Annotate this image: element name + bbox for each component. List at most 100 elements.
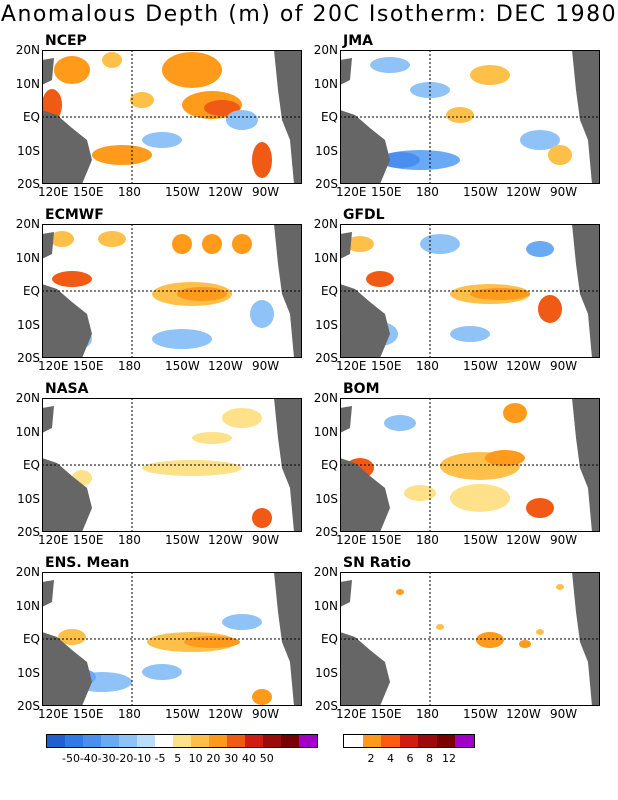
- panel-title-ncep: NCEP: [45, 33, 87, 49]
- anomaly-region: [536, 629, 544, 635]
- anomaly-region: [177, 287, 227, 301]
- australasia-landmass: [42, 632, 92, 706]
- australasia-landmass: [340, 458, 390, 532]
- anomaly-region: [202, 234, 222, 254]
- legend-tick: 40: [242, 752, 256, 765]
- color-swatch: [209, 735, 227, 747]
- legend-tick: 50: [259, 752, 274, 765]
- map-ens-mean: [42, 572, 302, 706]
- anomaly-region: [222, 408, 262, 428]
- anomaly-region: [142, 664, 182, 680]
- anomaly-region: [436, 624, 444, 630]
- legend-tick: -30: [97, 752, 116, 765]
- legend-tick: 5: [174, 752, 182, 765]
- lon-180: 180: [118, 359, 141, 373]
- map-frame: [340, 224, 600, 358]
- color-swatch: [245, 735, 263, 747]
- lat-eq: EQ: [320, 110, 338, 124]
- anomaly-region: [102, 52, 122, 68]
- panel-nasa: [42, 398, 302, 532]
- panel-title-bom: BOM: [343, 381, 380, 397]
- lat-20s: 20S: [315, 177, 338, 191]
- map-frame: [42, 224, 302, 358]
- lon-120e: 120E: [336, 185, 367, 199]
- color-swatch: [263, 735, 281, 747]
- lat-20s: 20S: [315, 699, 338, 713]
- lat-10s: 10S: [315, 317, 338, 332]
- color-swatch: [83, 735, 101, 747]
- anomaly-region: [519, 640, 531, 648]
- color-swatch: [399, 735, 419, 747]
- anomaly-region: [252, 142, 272, 178]
- lat-10n: 10N: [313, 598, 338, 613]
- panel-jma: [340, 50, 600, 184]
- australasia-landmass: [42, 458, 92, 532]
- lat-10n: 10N: [15, 598, 40, 613]
- lon-90w: 90W: [252, 185, 280, 199]
- panel-title-jma: JMA: [343, 33, 373, 49]
- lat-20n: 20N: [15, 565, 40, 579]
- asia-landmass: [42, 232, 54, 259]
- anomaly-region: [232, 234, 252, 254]
- lat-eq: EQ: [22, 284, 40, 298]
- figure-title: Anomalous Depth (m) of 20C Isotherm: DEC…: [0, 2, 618, 27]
- panel-title-ens-mean: ENS. Mean: [45, 555, 130, 571]
- color-swatch: [137, 735, 155, 747]
- map-ecmwf: [42, 224, 302, 358]
- lon-180: 180: [118, 707, 141, 721]
- lat-20s: 20S: [17, 177, 40, 191]
- lon-120w: 120W: [506, 707, 541, 721]
- anomaly-region: [142, 460, 242, 476]
- anomaly-region: [204, 100, 240, 116]
- color-swatch: [173, 735, 191, 747]
- legend-tick: -10: [133, 752, 152, 765]
- lat-20n: 20N: [313, 217, 338, 231]
- lat-eq: EQ: [22, 458, 40, 472]
- lat-eq: EQ: [320, 458, 338, 472]
- lat-20s: 20S: [17, 351, 40, 365]
- lat-10s: 10S: [17, 665, 40, 680]
- australasia-landmass: [340, 284, 390, 358]
- legend-tick: 6: [406, 752, 414, 765]
- anomaly-region: [450, 484, 510, 512]
- anomaly-region: [476, 632, 504, 648]
- anomaly-region: [384, 415, 416, 431]
- lon-150e: 150E: [371, 359, 402, 373]
- color-swatch: [362, 735, 382, 747]
- lat-10n: 10N: [15, 424, 40, 439]
- legend-tick: -40: [79, 752, 98, 765]
- map-sn-ratio: [340, 572, 600, 706]
- lat-eq: EQ: [22, 110, 40, 124]
- anomaly-region: [380, 152, 420, 168]
- lat-eq: EQ: [320, 632, 338, 646]
- australasia-landmass: [42, 110, 92, 184]
- lon-120w: 120W: [208, 533, 243, 547]
- anomaly-region: [446, 107, 474, 123]
- australasia-landmass: [340, 632, 390, 706]
- lat-10s: 10S: [17, 143, 40, 158]
- lat-10s: 10S: [315, 665, 338, 680]
- anomaly-region: [252, 508, 272, 528]
- lat-20n: 20N: [15, 391, 40, 405]
- panel-ncep: [42, 50, 302, 184]
- anomaly-region: [54, 56, 90, 84]
- anomaly-region: [366, 271, 394, 287]
- anomaly-region: [92, 145, 152, 165]
- lat-10n: 10N: [313, 250, 338, 265]
- color-swatch: [191, 735, 209, 747]
- map-frame: [42, 50, 302, 184]
- anomaly-region: [526, 241, 554, 257]
- anomaly-region: [130, 92, 154, 108]
- anomaly-region: [556, 584, 564, 590]
- anomaly-region: [226, 110, 258, 130]
- anomaly-region: [252, 689, 272, 705]
- lon-150w: 150W: [165, 359, 200, 373]
- legend-snr-bar: [343, 734, 475, 748]
- legend-tick: 12: [442, 752, 456, 765]
- color-swatch: [299, 735, 317, 747]
- lon-90w: 90W: [550, 359, 578, 373]
- lon-90w: 90W: [550, 533, 578, 547]
- lon-120e: 120E: [336, 533, 367, 547]
- color-swatch: [65, 735, 83, 747]
- map-frame: [340, 50, 600, 184]
